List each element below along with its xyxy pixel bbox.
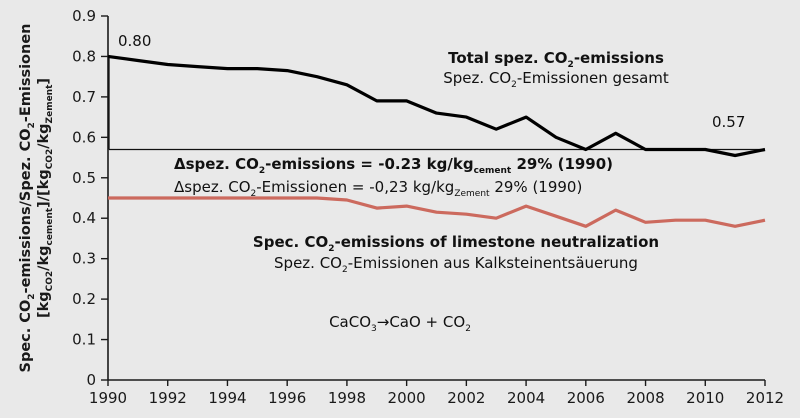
start-value-label: 0.80 [118,32,151,50]
annotation-delta-en: Δspez. CO2-emissions = -0.23 kg/kgcement… [174,155,613,176]
x-tick-label: 2004 [507,389,545,407]
annotation-reaction: CaCO3→CaO + CO2 [329,313,471,334]
y-tick-label: 0.3 [72,250,96,268]
annotation-delta-de: Δspez. CO2-Emissionen = -0,23 kg/kgZemen… [174,178,582,199]
x-tick-label: 2010 [686,389,724,407]
x-ticks: 1990 1992 1994 1996 1998 2000 2002 2004 2006 2008… [89,380,784,407]
y-tick-label: 0.9 [72,7,96,25]
annotation-total-en: Total spez. CO2-emissions [448,49,664,70]
x-tick-label: 1996 [268,389,306,407]
x-tick-label: 1998 [328,389,366,407]
annotation-limestone-en: Spec. CO2-emissions of limestone neutral… [253,233,659,254]
y-label-line2: [kgCO2/kgcement]/[kgCO2/kgZement] [36,78,55,318]
x-tick-label: 1990 [89,389,127,407]
x-tick-label: 2006 [567,389,605,407]
annotation-total-de: Spez. CO2-Emissionen gesamt [443,69,669,90]
y-axis-label: Spec. CO2-emissions/Spez. CO2-Emissionen… [18,24,55,373]
y-tick-label: 0.1 [72,331,96,349]
y-tick-label: 0 [86,371,96,389]
series-total-line [107,54,766,158]
y-label-line1: Spec. CO2-emissions/Spez. CO2-Emissionen [18,24,37,373]
annotation-limestone-de: Spez. CO2-Emissionen aus Kalksteinentsäu… [274,254,638,275]
x-tick-label: 2002 [447,389,485,407]
y-tick-label: 0.8 [72,47,96,65]
y-tick-label: 0.2 [72,290,96,308]
y-tick-label: 0.4 [72,209,96,227]
y-tick-label: 0.5 [72,169,96,187]
y-tick-label: 0.6 [72,128,96,146]
x-tick-label: 2012 [746,389,784,407]
x-tick-label: 1992 [149,389,187,407]
end-value-label: 0.57 [712,113,745,131]
x-tick-label: 2008 [626,389,664,407]
y-ticks: 0 0.1 0.2 0.3 0.4 0.5 0.6 0.7 0.8 0.9 [72,7,108,389]
y-tick-label: 0.7 [72,88,96,106]
x-tick-label: 2000 [388,389,426,407]
series-limestone-line [108,196,766,228]
x-tick-label: 1994 [208,389,246,407]
